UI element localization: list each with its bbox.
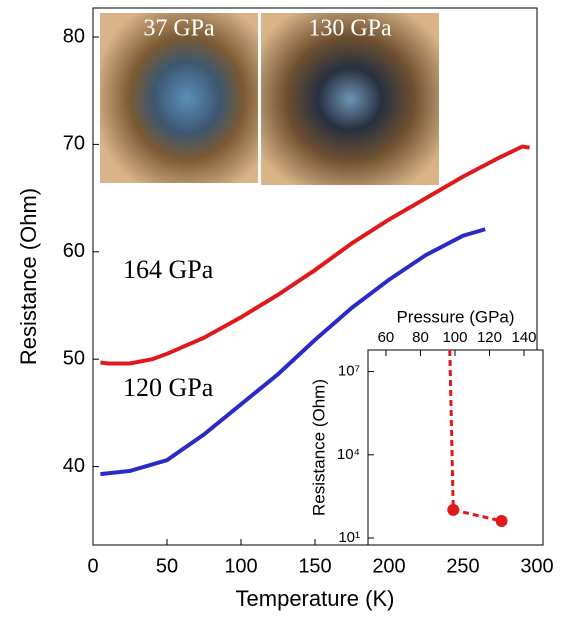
x-tick-label: 300 bbox=[520, 555, 553, 577]
y-axis-label: Resistance (Ohm) bbox=[309, 379, 328, 516]
y-tick-label: 10⁷ bbox=[338, 363, 360, 380]
y-tick-label: 70 bbox=[63, 133, 85, 155]
photo-label: 130 GPa bbox=[308, 16, 392, 42]
x-tick-label: 100 bbox=[442, 329, 467, 346]
y-tick-label: 40 bbox=[63, 455, 85, 477]
plot-frame bbox=[92, 7, 538, 546]
series-label: 120 GPa bbox=[123, 373, 214, 402]
y-tick-label: 80 bbox=[63, 25, 85, 47]
y-tick-label: 10⁴ bbox=[337, 446, 360, 463]
x-tick-label: 250 bbox=[446, 555, 479, 577]
plot-frame bbox=[367, 349, 544, 546]
data-point bbox=[495, 515, 508, 528]
photo-label: 37 GPa bbox=[143, 16, 215, 42]
data-line bbox=[100, 144, 530, 366]
x-axis-label: Pressure (GPa) bbox=[396, 307, 514, 326]
data-line bbox=[448, 349, 502, 523]
x-tick-label: 60 bbox=[378, 329, 395, 346]
data-line bbox=[100, 227, 486, 477]
x-tick-label: 200 bbox=[372, 555, 405, 577]
x-tick-label: 120 bbox=[477, 329, 502, 346]
y-axis-label: Resistance (Ohm) bbox=[16, 188, 41, 365]
photo bbox=[261, 13, 439, 185]
x-tick-label: 100 bbox=[224, 555, 257, 577]
y-tick-label: 10¹ bbox=[338, 529, 360, 546]
y-tick-label: 50 bbox=[63, 347, 85, 369]
photo bbox=[100, 13, 258, 183]
x-tick-label: 150 bbox=[298, 555, 331, 577]
x-tick-label: 80 bbox=[412, 329, 429, 346]
y-tick-label: 60 bbox=[63, 240, 85, 262]
series-label: 164 GPa bbox=[123, 255, 214, 284]
x-tick-label: 50 bbox=[156, 555, 178, 577]
x-tick-label: 140 bbox=[512, 329, 537, 346]
inset-background bbox=[368, 350, 543, 545]
x-tick-label: 0 bbox=[87, 555, 98, 577]
x-axis-label: Temperature (K) bbox=[236, 586, 395, 611]
data-point bbox=[447, 503, 460, 516]
